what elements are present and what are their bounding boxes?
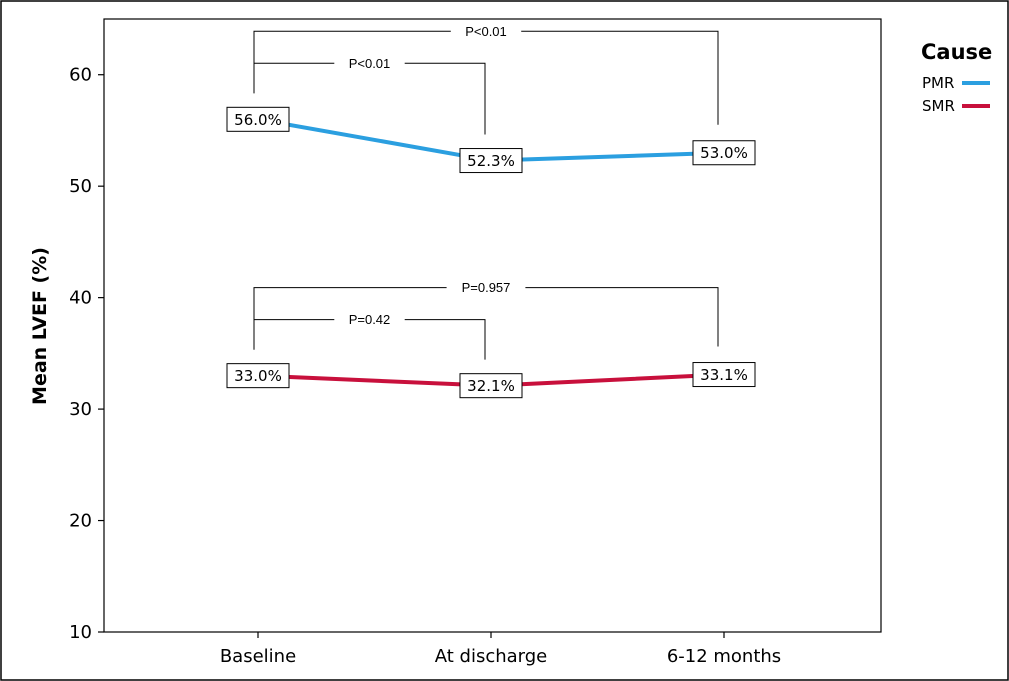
x-tick-label: Baseline (220, 646, 296, 667)
y-tick-label: 30 (69, 399, 92, 420)
data-label: 53.0% (692, 140, 756, 166)
data-label: 33.1% (692, 362, 756, 388)
bracket-left (253, 319, 335, 350)
data-label-text: 52.3% (467, 152, 515, 170)
legend-label: SMR (922, 97, 955, 115)
data-label: 32.1% (459, 373, 523, 399)
y-tick-label: 40 (69, 288, 92, 309)
data-labels: 56.0% 52.3% 53.0% 33.0% 32.1% 33.1% (226, 106, 756, 399)
bracket-right (525, 287, 719, 347)
x-tick-label: 6-12 months (667, 646, 781, 667)
x-axis: Baseline At discharge 6-12 months (220, 632, 781, 667)
data-label-box (226, 363, 290, 389)
bracket-left (253, 62, 335, 94)
data-label-text: 33.1% (700, 366, 748, 384)
legend-label: PMR (922, 74, 954, 92)
data-label: 33.0% (226, 363, 290, 389)
bracket-right (521, 30, 719, 125)
y-axis-label: Mean LVEF (%) (29, 247, 51, 405)
p-value-label: P=0.42 (349, 312, 391, 327)
data-label-text: 53.0% (700, 144, 748, 162)
y-tick-label: 60 (69, 65, 92, 86)
y-tick-label: 10 (69, 622, 92, 643)
legend-title: Cause (921, 40, 992, 64)
p-value-annotations: P<0.01 P<0.01 P=0.957 P=0.42 (253, 24, 719, 360)
p-value-label: P<0.01 (349, 56, 391, 71)
y-tick-label: 50 (69, 176, 92, 197)
bracket-right (404, 319, 486, 360)
data-label-box (459, 373, 523, 399)
data-label-box (692, 362, 756, 388)
p-value-label: P<0.01 (465, 24, 507, 39)
y-tick-label: 20 (69, 511, 92, 532)
y-axis: 10 20 30 40 50 60 (69, 65, 104, 643)
data-label: 52.3% (459, 148, 523, 174)
data-label-text: 56.0% (234, 111, 282, 129)
legend-item-pmr: PMR (922, 74, 990, 92)
legend: Cause PMR SMR (921, 40, 992, 115)
bracket-right (404, 62, 486, 135)
p-value-bracket: P<0.01 (253, 56, 486, 135)
x-tick-label: At discharge (435, 646, 548, 667)
data-label-box (226, 106, 290, 132)
data-label-text: 32.1% (467, 377, 515, 395)
data-label-box (692, 140, 756, 166)
data-label: 56.0% (226, 106, 290, 132)
plot-area-frame (103, 18, 882, 633)
data-label-box (459, 148, 523, 174)
p-value-bracket: P=0.42 (253, 312, 486, 360)
data-label-text: 33.0% (234, 367, 282, 385)
legend-item-smr: SMR (922, 97, 990, 115)
p-value-label: P=0.957 (462, 280, 511, 295)
